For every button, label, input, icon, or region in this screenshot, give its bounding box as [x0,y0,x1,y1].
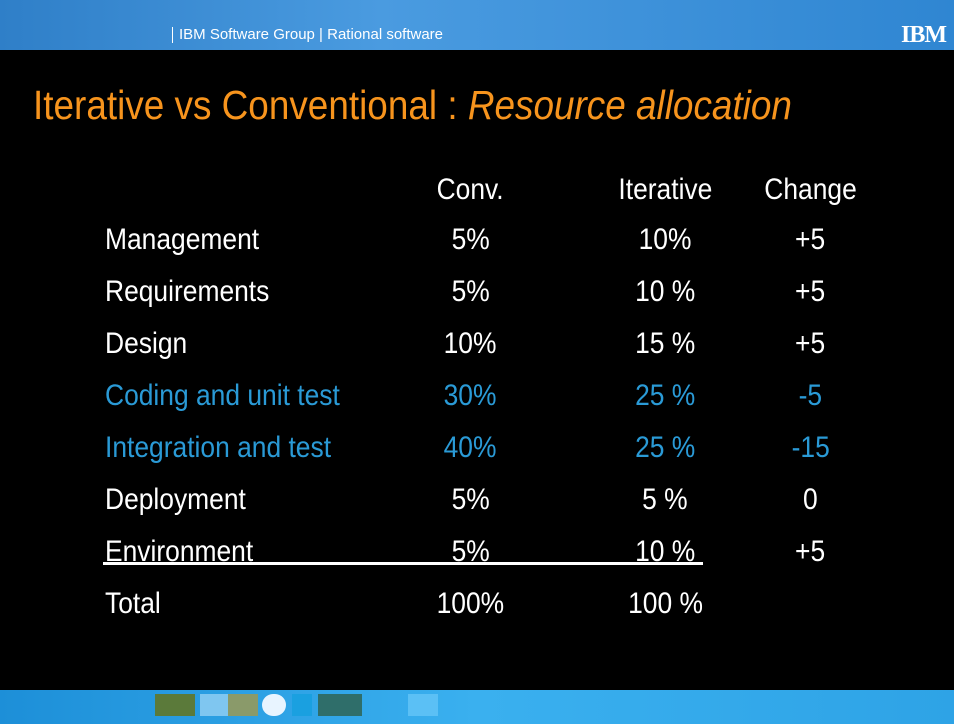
table-cell: 0 [802,483,818,516]
decoration [200,694,228,716]
table-cell: 5% [451,275,490,308]
bottom-bar [0,690,954,724]
table-cell: 10 % [635,275,696,308]
decoration [408,694,438,716]
decoration [262,694,286,716]
row-label: Integration and test [105,431,332,464]
decoration [318,694,362,716]
table-cell: +5 [795,223,826,256]
table-cell: -15 [791,431,830,464]
title-main: Iterative vs Conventional : [33,82,468,128]
table-cell: 25 % [635,379,696,412]
decoration [228,694,258,716]
table-cell: 100% [436,587,504,620]
table-cell: 5% [451,223,490,256]
table-cell: 40% [443,431,497,464]
column-header: Conv. [436,173,504,206]
table-cell: 30% [443,379,497,412]
title: Iterative vs Conventional : Resource all… [33,82,792,129]
table-cell: +5 [795,327,826,360]
row-label: Deployment [105,483,246,516]
header-text: IBM Software Group | Rational software [172,27,443,43]
row-label: Management [105,223,260,256]
column-header: Iterative [617,173,712,206]
table-cell: 10% [638,223,692,256]
logo: IBM [901,22,947,48]
decoration [292,694,312,716]
row-label: Environment [105,535,254,568]
table-cell: 10% [443,327,497,360]
column-header: Change [763,173,857,206]
row-label: Requirements [105,275,270,308]
table-cell: 10 % [635,535,696,568]
table-cell: +5 [795,535,826,568]
table-cell: 100 % [627,587,703,620]
table-cell: 5% [451,535,490,568]
row-label: Coding and unit test [105,379,340,412]
top-bar [0,0,954,50]
row-label: Design [105,327,188,360]
table-cell: 15 % [635,327,696,360]
decoration [155,694,195,716]
row-label: Total [105,587,161,620]
table-cell: -5 [798,379,822,412]
table-cell: 5 % [642,483,688,516]
table-cell: +5 [795,275,826,308]
title-emphasis: Resource allocation [467,82,792,128]
underline [103,562,703,565]
table-cell: 5% [451,483,490,516]
table-cell: 25 % [635,431,696,464]
